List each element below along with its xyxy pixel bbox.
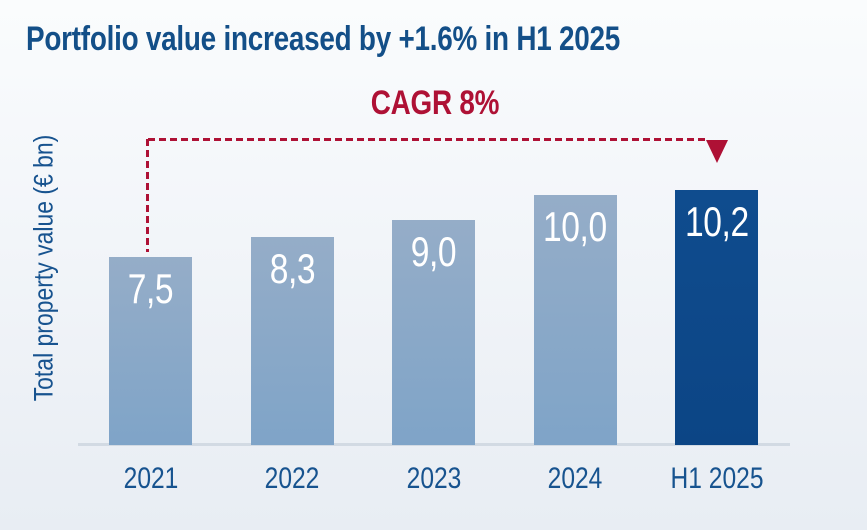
bar-value-label: 10,0 <box>543 203 607 250</box>
x-tick-2021: 2021 <box>123 462 178 495</box>
bar-value-label: 8,3 <box>269 245 315 292</box>
chart-title: Portfolio value increased by +1.6% in H1… <box>26 20 621 58</box>
bar-value-label: 10,2 <box>684 198 749 245</box>
bar-value-label: 7,5 <box>127 265 174 312</box>
cagr-dashed-line-horizontal <box>148 138 709 141</box>
bar-2024: 10,0 <box>533 195 617 445</box>
bar-2021: 7,5 <box>109 257 192 445</box>
bar-2023: 9,0 <box>392 220 475 445</box>
cagr-dashed-line-vertical <box>146 139 149 252</box>
y-axis-label: Total property value (€ bn) <box>28 134 59 402</box>
bar-2022: 8,3 <box>250 237 334 445</box>
cagr-annotation: CAGR 8% <box>370 84 500 122</box>
bar-value-label: 9,0 <box>410 228 457 275</box>
cagr-arrowhead-icon <box>706 140 728 163</box>
x-tick-h1-2025: H1 2025 <box>669 462 764 495</box>
x-tick-2022: 2022 <box>264 462 320 495</box>
x-tick-2024: 2024 <box>547 462 603 495</box>
bar-h1-2025: 10,2 <box>675 190 758 445</box>
x-tick-2023: 2023 <box>406 462 461 495</box>
